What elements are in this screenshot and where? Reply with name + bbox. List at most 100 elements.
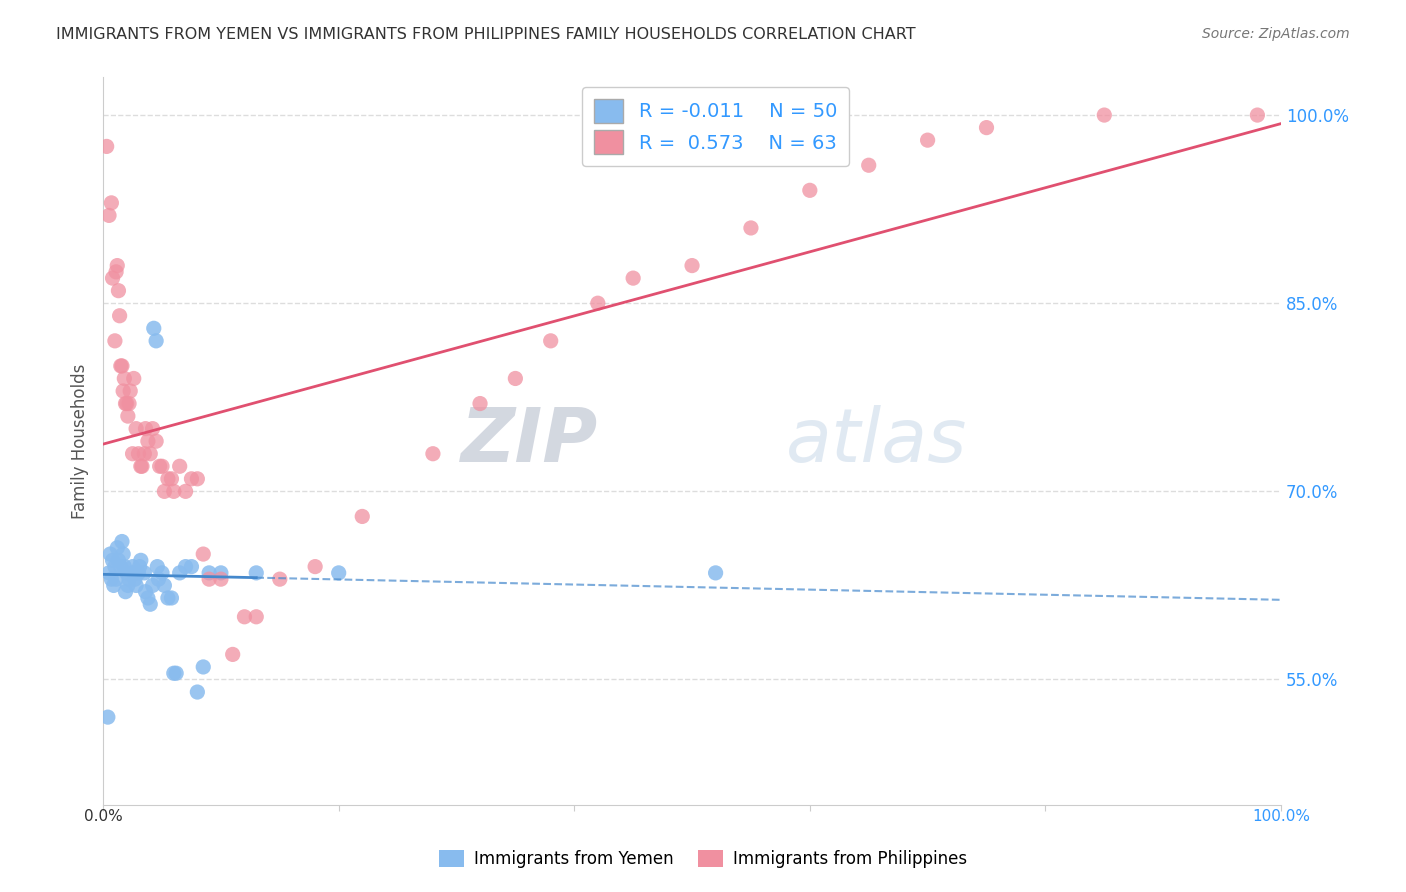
Point <box>124 572 146 586</box>
Point <box>621 271 644 285</box>
Point <box>105 572 128 586</box>
Point <box>193 660 215 674</box>
Point <box>1092 108 1115 122</box>
Point <box>105 259 128 273</box>
Point <box>858 158 880 172</box>
Point <box>174 559 197 574</box>
Point <box>120 384 142 398</box>
Point <box>328 566 350 580</box>
Point <box>104 334 127 348</box>
Point <box>131 459 153 474</box>
Point <box>125 422 148 436</box>
Point <box>153 578 176 592</box>
Point <box>186 472 208 486</box>
Point <box>134 447 156 461</box>
Point <box>180 559 202 574</box>
Point <box>145 434 167 449</box>
Point <box>422 447 444 461</box>
Point <box>100 572 122 586</box>
Point <box>96 139 118 153</box>
Point <box>142 422 165 436</box>
Text: 0.0%: 0.0% <box>84 809 122 823</box>
Point <box>118 396 141 410</box>
Point <box>163 484 186 499</box>
Point <box>153 484 176 499</box>
Point <box>160 472 183 486</box>
Point <box>128 559 150 574</box>
Point <box>169 566 191 580</box>
Point <box>150 459 173 474</box>
Point <box>245 566 267 580</box>
Point <box>198 566 221 580</box>
Point <box>148 572 170 586</box>
Point <box>917 133 939 147</box>
Point <box>110 359 132 373</box>
Point <box>98 566 121 580</box>
Point <box>139 447 162 461</box>
Point <box>98 547 121 561</box>
Point <box>146 559 169 574</box>
Text: Source: ZipAtlas.com: Source: ZipAtlas.com <box>1202 27 1350 41</box>
Point <box>149 459 172 474</box>
Point <box>112 371 135 385</box>
Point <box>98 208 121 222</box>
Point <box>193 547 215 561</box>
Point <box>540 334 562 348</box>
Point <box>169 459 191 474</box>
Point <box>1246 108 1268 122</box>
Point <box>108 309 131 323</box>
Point <box>586 296 609 310</box>
Point <box>681 259 703 273</box>
Point <box>165 666 187 681</box>
Point <box>127 566 149 580</box>
Point <box>156 591 179 605</box>
Point <box>180 472 202 486</box>
Point <box>114 584 136 599</box>
Point <box>269 572 291 586</box>
Point <box>129 459 152 474</box>
Point <box>163 666 186 681</box>
Point <box>117 409 139 423</box>
Text: IMMIGRANTS FROM YEMEN VS IMMIGRANTS FROM PHILIPPINES FAMILY HOUSEHOLDS CORRELATI: IMMIGRANTS FROM YEMEN VS IMMIGRANTS FROM… <box>56 27 915 42</box>
Point <box>233 609 256 624</box>
Text: ZIP: ZIP <box>461 405 598 478</box>
Point <box>976 120 998 135</box>
Point <box>112 384 135 398</box>
Point <box>118 572 141 586</box>
Point <box>145 334 167 348</box>
Point <box>115 396 138 410</box>
Point <box>112 547 135 561</box>
Point <box>105 265 128 279</box>
Point <box>198 572 221 586</box>
Point <box>103 578 125 592</box>
Point <box>740 221 762 235</box>
Point <box>468 396 491 410</box>
Point <box>125 578 148 592</box>
Point <box>100 195 122 210</box>
Point <box>110 559 132 574</box>
Point <box>115 566 138 580</box>
Point <box>112 559 135 574</box>
Text: atlas: atlas <box>786 405 967 477</box>
Point <box>117 578 139 592</box>
Point <box>174 484 197 499</box>
Point <box>122 371 145 385</box>
Point <box>134 566 156 580</box>
Legend: R = -0.011    N = 50, R =  0.573    N = 63: R = -0.011 N = 50, R = 0.573 N = 63 <box>582 87 849 166</box>
Point <box>209 572 232 586</box>
Point <box>101 553 124 567</box>
Legend: Immigrants from Yemen, Immigrants from Philippines: Immigrants from Yemen, Immigrants from P… <box>432 843 974 875</box>
Point <box>105 541 128 555</box>
Point <box>160 591 183 605</box>
Point <box>142 578 165 592</box>
Point <box>121 559 143 574</box>
Point <box>139 597 162 611</box>
Point <box>142 321 165 335</box>
Point <box>352 509 374 524</box>
Y-axis label: Family Households: Family Households <box>72 364 89 519</box>
Text: 100.0%: 100.0% <box>1251 809 1310 823</box>
Point <box>129 553 152 567</box>
Point <box>104 559 127 574</box>
Point <box>97 710 120 724</box>
Point <box>245 609 267 624</box>
